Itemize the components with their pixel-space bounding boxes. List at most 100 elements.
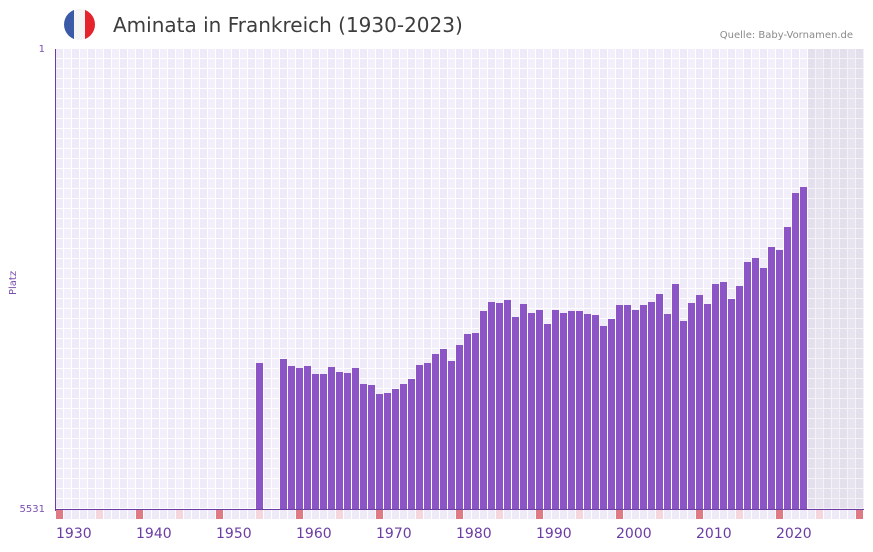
bar-1960 bbox=[296, 367, 303, 510]
year-marker-2015 bbox=[736, 510, 743, 519]
x-tick-1940: 1940 bbox=[136, 526, 172, 542]
bar-1986 bbox=[504, 299, 511, 510]
bar-1963 bbox=[320, 373, 327, 510]
y-tick-bottom: 5531 bbox=[19, 504, 45, 515]
y-axis-label: Platz bbox=[8, 270, 19, 295]
bar-2020 bbox=[776, 250, 783, 510]
bar-1995 bbox=[576, 310, 583, 510]
bar-1989 bbox=[528, 312, 535, 510]
year-marker-1985 bbox=[496, 510, 503, 519]
bar-1974 bbox=[408, 378, 415, 510]
x-tick-2000: 2000 bbox=[616, 526, 652, 542]
year-marker-1945 bbox=[176, 510, 183, 519]
bar-2000 bbox=[616, 304, 623, 510]
bar-2008 bbox=[680, 320, 687, 510]
bar-1977 bbox=[432, 353, 439, 510]
year-marker-2030 bbox=[856, 510, 863, 519]
bar-1978 bbox=[440, 348, 447, 510]
bar-2010 bbox=[696, 294, 703, 510]
chart-title: Aminata in Frankreich (1930-2023) bbox=[113, 13, 463, 37]
bar-1959 bbox=[288, 365, 295, 510]
future-shaded-region bbox=[808, 49, 864, 510]
x-tick-1950: 1950 bbox=[216, 526, 252, 542]
x-axis bbox=[55, 509, 864, 510]
bar-2016 bbox=[744, 262, 751, 510]
bar-1993 bbox=[560, 312, 567, 510]
year-marker-1935 bbox=[96, 510, 103, 519]
bar-1996 bbox=[584, 313, 591, 510]
bar-1973 bbox=[400, 383, 407, 510]
bar-1991 bbox=[544, 323, 551, 510]
bar-2014 bbox=[728, 298, 735, 510]
x-tick-1970: 1970 bbox=[376, 526, 412, 542]
bar-1981 bbox=[464, 333, 471, 510]
year-marker-2020 bbox=[776, 510, 783, 519]
bar-1962 bbox=[312, 373, 319, 510]
bar-2017 bbox=[752, 258, 759, 510]
bar-2018 bbox=[760, 268, 767, 510]
france-flag-icon bbox=[64, 9, 95, 40]
bar-1999 bbox=[608, 318, 615, 510]
year-marker-1965 bbox=[336, 510, 343, 519]
year-marker-2005 bbox=[656, 510, 663, 519]
bar-1976 bbox=[424, 362, 431, 510]
x-tick-2020: 2020 bbox=[776, 526, 812, 542]
bar-1965 bbox=[336, 371, 343, 510]
bar-2002 bbox=[632, 309, 639, 510]
bar-2011 bbox=[704, 303, 711, 510]
y-tick-top: 1 bbox=[38, 44, 45, 55]
bar-2019 bbox=[768, 247, 775, 510]
bar-2023 bbox=[800, 187, 807, 510]
bar-2005 bbox=[656, 293, 663, 510]
bar-1982 bbox=[472, 332, 479, 510]
year-marker-1975 bbox=[416, 510, 423, 519]
bar-2004 bbox=[648, 301, 655, 510]
year-marker-1950 bbox=[216, 510, 223, 519]
year-marker-2025 bbox=[816, 510, 823, 519]
bar-1968 bbox=[360, 383, 367, 510]
bar-1997 bbox=[592, 314, 599, 510]
bar-1984 bbox=[488, 301, 495, 510]
bar-1955 bbox=[256, 362, 263, 510]
bar-1979 bbox=[448, 360, 455, 510]
bar-2006 bbox=[664, 313, 671, 510]
year-marker-1995 bbox=[576, 510, 583, 519]
bar-1964 bbox=[328, 366, 335, 510]
x-tick-1960: 1960 bbox=[296, 526, 332, 542]
bar-1988 bbox=[520, 303, 527, 510]
x-tick-1980: 1980 bbox=[456, 526, 492, 542]
year-marker-1960 bbox=[296, 510, 303, 519]
bar-1966 bbox=[344, 372, 351, 510]
year-marker-1930 bbox=[56, 510, 63, 519]
bar-2022 bbox=[792, 193, 799, 510]
bar-2003 bbox=[640, 304, 647, 510]
bar-2007 bbox=[672, 283, 679, 510]
bar-1969 bbox=[368, 384, 375, 510]
source-label: Quelle: Baby-Vornamen.de bbox=[719, 30, 853, 41]
bar-1958 bbox=[280, 358, 287, 510]
bar-2013 bbox=[720, 281, 727, 510]
year-marker-2000 bbox=[616, 510, 623, 519]
x-tick-1930: 1930 bbox=[56, 526, 92, 542]
bar-1990 bbox=[536, 309, 543, 510]
bar-1970 bbox=[376, 393, 383, 510]
y-axis bbox=[55, 49, 56, 511]
bar-1980 bbox=[456, 344, 463, 510]
bar-1998 bbox=[600, 325, 607, 510]
year-markers bbox=[56, 510, 864, 519]
x-tick-2010: 2010 bbox=[696, 526, 732, 542]
bar-1983 bbox=[480, 310, 487, 510]
bar-2009 bbox=[688, 302, 695, 510]
bar-1967 bbox=[352, 367, 359, 510]
year-marker-1970 bbox=[376, 510, 383, 519]
bar-1987 bbox=[512, 316, 519, 510]
bar-1961 bbox=[304, 365, 311, 510]
bar-1975 bbox=[416, 364, 423, 510]
year-marker-1940 bbox=[136, 510, 143, 519]
year-marker-2010 bbox=[696, 510, 703, 519]
bar-1994 bbox=[568, 310, 575, 510]
bar-2015 bbox=[736, 285, 743, 510]
plot-area bbox=[56, 49, 864, 510]
bar-1971 bbox=[384, 392, 391, 510]
bar-2001 bbox=[624, 304, 631, 510]
